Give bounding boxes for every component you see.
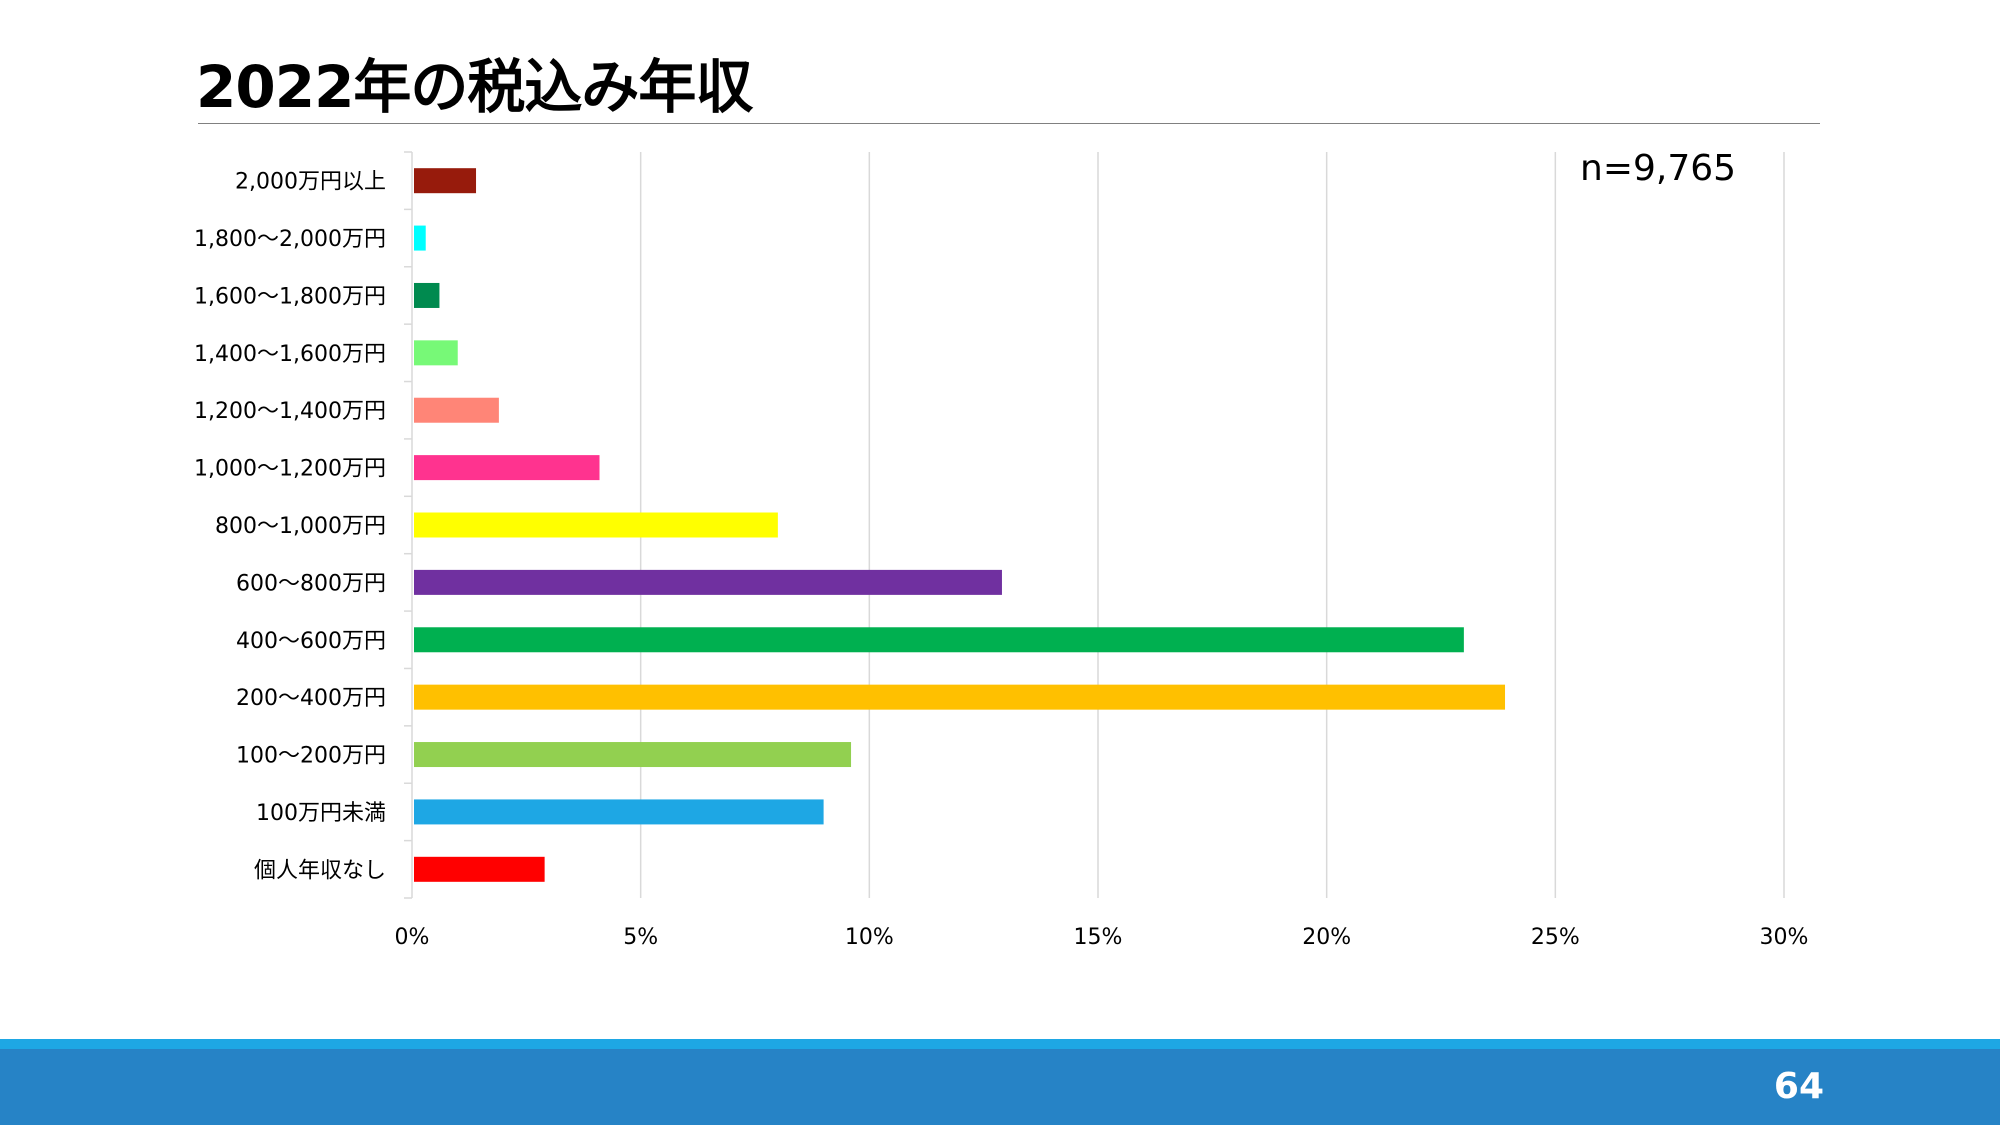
bar	[414, 856, 545, 882]
x-tick-label: 10%	[845, 925, 894, 950]
x-tick-label: 15%	[1074, 925, 1123, 950]
bar	[414, 512, 778, 538]
bar	[414, 627, 1464, 653]
bar	[414, 569, 1002, 595]
category-label: 800〜1,000万円	[215, 514, 386, 539]
bar	[414, 397, 499, 423]
x-tick-label: 20%	[1302, 925, 1351, 950]
category-label: 1,200〜1,400万円	[194, 399, 386, 424]
x-tick-label: 0%	[395, 925, 430, 950]
bar	[414, 799, 824, 825]
category-labels: 2,000万円以上 1,800〜2,000万円 1,600〜1,800万円 1,400…	[194, 170, 386, 884]
footer-bar	[0, 1049, 2000, 1125]
category-label: 個人年収なし	[254, 858, 386, 883]
category-label: 600〜800万円	[236, 571, 386, 596]
category-label: 1,600〜1,800万円	[194, 284, 386, 309]
category-label: 1,800〜2,000万円	[194, 227, 386, 252]
sample-size-annotation: n=9,765	[1580, 148, 1736, 189]
bar	[414, 340, 458, 366]
category-label: 200〜400万円	[236, 686, 386, 711]
income-bar-chart: 2,000万円以上 1,800〜2,000万円 1,600〜1,800万円 1,400…	[194, 148, 1809, 950]
bar	[414, 168, 477, 194]
bars	[414, 168, 1506, 882]
bar	[414, 684, 1506, 710]
x-tick-label: 5%	[623, 925, 658, 950]
x-tick-label: 25%	[1531, 925, 1580, 950]
category-label: 100万円未満	[256, 801, 386, 826]
x-tick-labels: 0% 5% 10% 15% 20% 25% 30%	[395, 925, 1809, 950]
title-divider	[198, 123, 1820, 124]
slide-title: 2022年の税込み年収	[196, 53, 753, 121]
category-label: 100〜200万円	[236, 744, 386, 769]
bar	[414, 742, 852, 768]
gridlines	[404, 151, 1785, 899]
bar	[414, 282, 440, 308]
bar	[414, 225, 426, 251]
footer-stripe	[0, 1039, 2000, 1049]
page-number: 64	[1773, 1066, 1824, 1107]
category-label: 2,000万円以上	[235, 170, 386, 195]
category-label: 1,400〜1,600万円	[194, 342, 386, 367]
category-label: 400〜600万円	[236, 629, 386, 654]
category-label: 1,000〜1,200万円	[194, 457, 386, 482]
bar	[414, 455, 600, 481]
x-tick-label: 30%	[1760, 925, 1809, 950]
